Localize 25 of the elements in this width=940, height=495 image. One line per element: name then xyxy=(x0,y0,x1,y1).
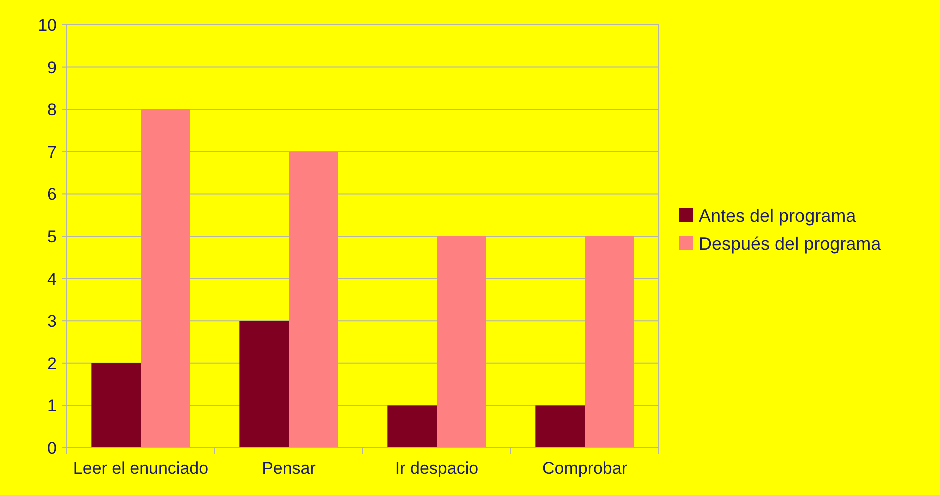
x-tick-label: Leer el enunciado xyxy=(73,459,209,478)
legend-label: Antes del programa xyxy=(699,206,858,226)
y-tick-label: 8 xyxy=(48,100,57,120)
x-tick-label: Ir despacio xyxy=(395,459,479,478)
bar xyxy=(585,236,634,448)
y-tick-label: 5 xyxy=(48,227,57,246)
y-tick-label: 3 xyxy=(48,312,57,332)
y-tick-label: 0 xyxy=(48,438,57,458)
legend-label: Después del programa xyxy=(699,234,882,254)
x-tick-label: Pensar xyxy=(262,459,316,478)
y-tick-label: 7 xyxy=(48,142,57,162)
bar xyxy=(240,321,289,448)
bar xyxy=(92,363,141,448)
y-tick-label: 10 xyxy=(38,16,57,35)
bar xyxy=(536,406,585,448)
y-tick-label: 1 xyxy=(48,396,57,416)
y-tick-label: 2 xyxy=(48,354,57,374)
bar xyxy=(141,110,190,448)
bar xyxy=(437,236,486,448)
bar xyxy=(388,406,437,448)
y-tick-label: 6 xyxy=(48,185,57,204)
y-tick-label: 9 xyxy=(48,58,57,78)
y-tick-label: 4 xyxy=(48,270,57,289)
bar xyxy=(289,152,338,448)
x-tick-label: Comprobar xyxy=(542,459,628,478)
